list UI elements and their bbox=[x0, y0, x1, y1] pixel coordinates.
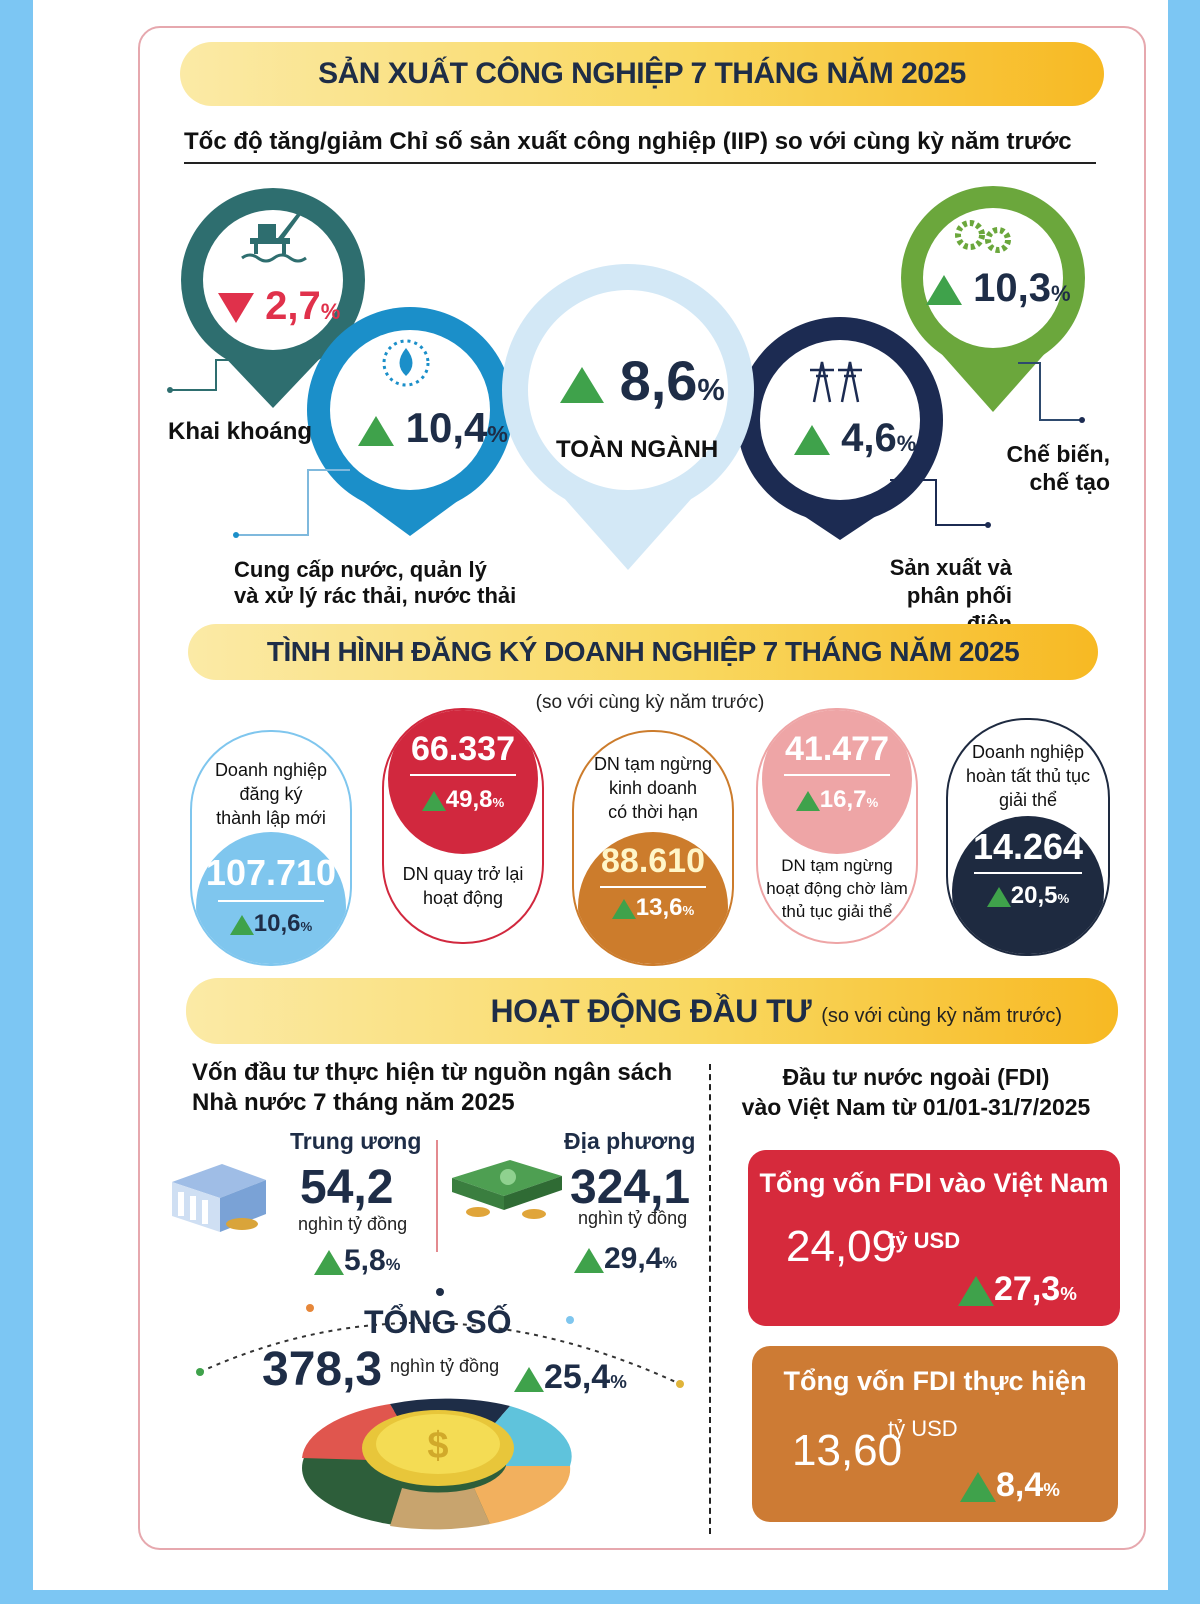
total-budget-change: 25,4% bbox=[514, 1358, 627, 1397]
mining-value: 2,7% bbox=[218, 284, 340, 329]
suspended-enterprises-change: 13,6% bbox=[574, 894, 732, 922]
local-label: Địa phương bbox=[564, 1128, 696, 1154]
budget-title: Vốn đầu tư thực hiện từ nguồn ngân sách … bbox=[192, 1059, 673, 1116]
budget-divider bbox=[436, 1140, 438, 1252]
suspended-enterprises-pill: DN tạm ngừng kinh doanh có thời hạn 88.6… bbox=[572, 730, 734, 966]
awaiting-dissolution-change: 16,7% bbox=[758, 786, 916, 814]
section3-title: HOẠT ĐỘNG ĐẦU TƯ bbox=[490, 992, 812, 1029]
water-label: Cung cấp nước, quản lý và xử lý rác thải… bbox=[234, 557, 517, 608]
local-unit: nghìn tỷ đồng bbox=[578, 1208, 688, 1228]
fdi-disbursed-label: Tổng vốn FDI thực hiện bbox=[783, 1366, 1087, 1396]
section1-title: SẢN XUẤT CÔNG NGHIỆP 7 THÁNG NĂM 2025 bbox=[318, 57, 966, 90]
total-pin bbox=[502, 264, 754, 570]
water-drop-icon bbox=[382, 339, 430, 387]
central-label: Trung ương bbox=[290, 1128, 422, 1154]
central-change: 5,8% bbox=[314, 1244, 400, 1278]
fdi-registered-box: Tổng vốn FDI vào Việt Nam 24,09 tỷ USD 2… bbox=[748, 1150, 1120, 1326]
manufacturing-value: 10,3% bbox=[926, 266, 1071, 311]
fdi-disbursed-box: Tổng vốn FDI thực hiện 13,60 tỷ USD 8,4% bbox=[752, 1346, 1118, 1522]
section3-banner: HOẠT ĐỘNG ĐẦU TƯ (so với cùng kỳ năm trư… bbox=[186, 978, 1118, 1044]
fdi-registered-value: 24,09 bbox=[786, 1222, 897, 1271]
increase-arrow-icon bbox=[958, 1276, 994, 1307]
returned-enterprises-change: 49,8% bbox=[384, 786, 542, 814]
dissolved-enterprises-value: 14.264 bbox=[972, 826, 1084, 867]
fdi-disbursed-unit: tỷ USD bbox=[888, 1416, 958, 1441]
electricity-value: 4,6% bbox=[794, 416, 916, 461]
fdi-registered-change: 27,3% bbox=[958, 1270, 1077, 1309]
power-tower-icon bbox=[810, 361, 862, 403]
money-stack-icon bbox=[452, 1160, 562, 1219]
local-change: 29,4% bbox=[574, 1242, 677, 1276]
total-budget-value: 378,3 bbox=[262, 1343, 383, 1396]
increase-arrow-icon bbox=[421, 790, 446, 811]
total-budget-unit: nghìn tỷ đồng bbox=[390, 1356, 500, 1376]
section3-divider bbox=[709, 1064, 711, 1534]
increase-arrow-icon bbox=[794, 425, 830, 456]
increase-arrow-icon bbox=[960, 1472, 996, 1503]
increase-arrow-icon bbox=[314, 1249, 344, 1275]
increase-arrow-icon bbox=[986, 886, 1011, 907]
new-enterprises-value: 107.710 bbox=[205, 852, 337, 893]
increase-arrow-icon bbox=[229, 914, 254, 935]
svg-text:$: $ bbox=[427, 1425, 448, 1467]
subtitle-underline bbox=[184, 162, 1096, 164]
section2-note: (so với cùng kỳ năm trước) bbox=[535, 692, 765, 713]
central-unit: nghìn tỷ đồng bbox=[298, 1214, 408, 1234]
fdi-registered-label: Tổng vốn FDI vào Việt Nam bbox=[759, 1168, 1109, 1198]
gears-icon bbox=[955, 220, 1011, 253]
section2-title: TÌNH HÌNH ĐĂNG KÝ DOANH NGHIỆP 7 THÁNG N… bbox=[266, 636, 1020, 667]
local-value: 324,1 bbox=[570, 1161, 691, 1214]
section3-note: (so với cùng kỳ năm trước) bbox=[821, 1004, 1062, 1027]
total-value: 8,6% bbox=[560, 348, 725, 413]
returned-enterprises-label: DN quay trở lại hoạt động bbox=[402, 864, 524, 908]
manufacturing-pin bbox=[901, 186, 1085, 412]
new-enterprises-pill: Doanh nghiệp đăng ký thành lập mới 107.7… bbox=[190, 730, 352, 966]
fdi-disbursed-change: 8,4% bbox=[960, 1466, 1060, 1505]
dissolved-enterprises-change: 20,5% bbox=[948, 882, 1108, 910]
water-pin bbox=[307, 307, 513, 536]
increase-arrow-icon bbox=[514, 1366, 544, 1392]
returned-enterprises-value: 66.337 bbox=[411, 730, 515, 768]
section1-banner: SẢN XUẤT CÔNG NGHIỆP 7 THÁNG NĂM 2025 bbox=[180, 42, 1104, 106]
total-investment-graphic: $ bbox=[196, 1288, 684, 1530]
frame-left-border bbox=[0, 0, 33, 1604]
bank-building-icon bbox=[172, 1164, 266, 1232]
suspended-enterprises-value: 88.610 bbox=[601, 842, 705, 880]
increase-arrow-icon bbox=[574, 1247, 604, 1273]
electricity-pin bbox=[737, 317, 943, 540]
fdi-title: Đầu tư nước ngoài (FDI) vào Việt Nam từ … bbox=[741, 1064, 1091, 1120]
increase-arrow-icon bbox=[611, 898, 636, 919]
increase-arrow-icon bbox=[795, 790, 820, 811]
water-value: 10,4% bbox=[358, 404, 508, 452]
fdi-registered-unit: tỷ USD bbox=[888, 1228, 961, 1253]
new-enterprises-label: Doanh nghiệp đăng ký thành lập mới bbox=[214, 760, 328, 828]
total-budget-label: TỔNG SỐ bbox=[364, 1304, 512, 1340]
increase-arrow-icon bbox=[560, 367, 604, 404]
section2-banner: TÌNH HÌNH ĐĂNG KÝ DOANH NGHIỆP 7 THÁNG N… bbox=[188, 624, 1098, 680]
increase-arrow-icon bbox=[926, 275, 962, 306]
awaiting-dissolution-value: 41.477 bbox=[785, 730, 889, 768]
fdi-disbursed-value: 13,60 bbox=[792, 1426, 903, 1475]
awaiting-dissolution-label: DN tạm ngừng hoạt động chờ làm thủ tục g… bbox=[766, 856, 908, 921]
suspended-enterprises-label: DN tạm ngừng kinh doanh có thời hạn bbox=[593, 754, 713, 822]
section1-subtitle: Tốc độ tăng/giảm Chỉ số sản xuất công ng… bbox=[184, 128, 1072, 155]
dissolved-enterprises-label: Doanh nghiệp hoàn tất thủ tục giải thể bbox=[965, 742, 1091, 810]
coin-ring-icon: $ bbox=[302, 1398, 572, 1530]
dissolved-enterprises-pill: Doanh nghiệp hoàn tất thủ tục giải thể 1… bbox=[946, 718, 1110, 956]
awaiting-dissolution-pill: 41.477 16,7% DN tạm ngừng hoạt động chờ … bbox=[756, 708, 918, 944]
frame-bottom-border bbox=[0, 1590, 1200, 1604]
new-enterprises-change: 10,6% bbox=[192, 910, 350, 938]
oil-rig-icon bbox=[241, 210, 307, 263]
mining-label: Khai khoáng bbox=[168, 418, 313, 445]
manufacturing-label: Chế biến, chế tạo bbox=[1006, 441, 1110, 495]
total-label: TOÀN NGÀNH bbox=[556, 436, 719, 463]
increase-arrow-icon bbox=[358, 415, 394, 446]
returned-enterprises-pill: 66.337 49,8% DN quay trở lại hoạt động bbox=[382, 708, 544, 944]
decrease-arrow-icon bbox=[218, 293, 254, 324]
frame-right-border bbox=[1168, 0, 1200, 1604]
central-value: 54,2 bbox=[300, 1161, 394, 1214]
